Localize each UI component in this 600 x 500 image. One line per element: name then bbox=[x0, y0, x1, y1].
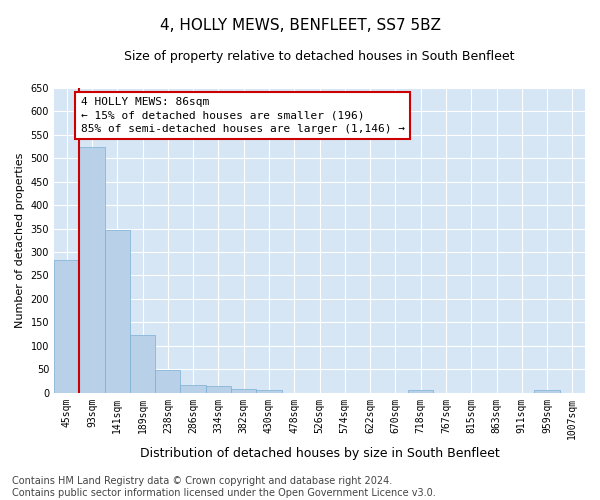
Bar bbox=[408, 390, 433, 392]
Bar bbox=[535, 390, 560, 392]
Bar bbox=[256, 390, 281, 392]
Y-axis label: Number of detached properties: Number of detached properties bbox=[15, 152, 25, 328]
Bar bbox=[54, 260, 79, 392]
Title: Size of property relative to detached houses in South Benfleet: Size of property relative to detached ho… bbox=[124, 50, 515, 63]
Text: 4 HOLLY MEWS: 86sqm
← 15% of detached houses are smaller (196)
85% of semi-detac: 4 HOLLY MEWS: 86sqm ← 15% of detached ho… bbox=[80, 97, 404, 134]
Text: Contains HM Land Registry data © Crown copyright and database right 2024.
Contai: Contains HM Land Registry data © Crown c… bbox=[12, 476, 436, 498]
Bar bbox=[181, 384, 206, 392]
Bar bbox=[206, 386, 231, 392]
Bar bbox=[155, 370, 181, 392]
Bar bbox=[79, 147, 104, 392]
Text: 4, HOLLY MEWS, BENFLEET, SS7 5BZ: 4, HOLLY MEWS, BENFLEET, SS7 5BZ bbox=[160, 18, 440, 32]
Bar bbox=[231, 389, 256, 392]
Bar bbox=[104, 230, 130, 392]
X-axis label: Distribution of detached houses by size in South Benfleet: Distribution of detached houses by size … bbox=[140, 447, 499, 460]
Bar bbox=[130, 336, 155, 392]
